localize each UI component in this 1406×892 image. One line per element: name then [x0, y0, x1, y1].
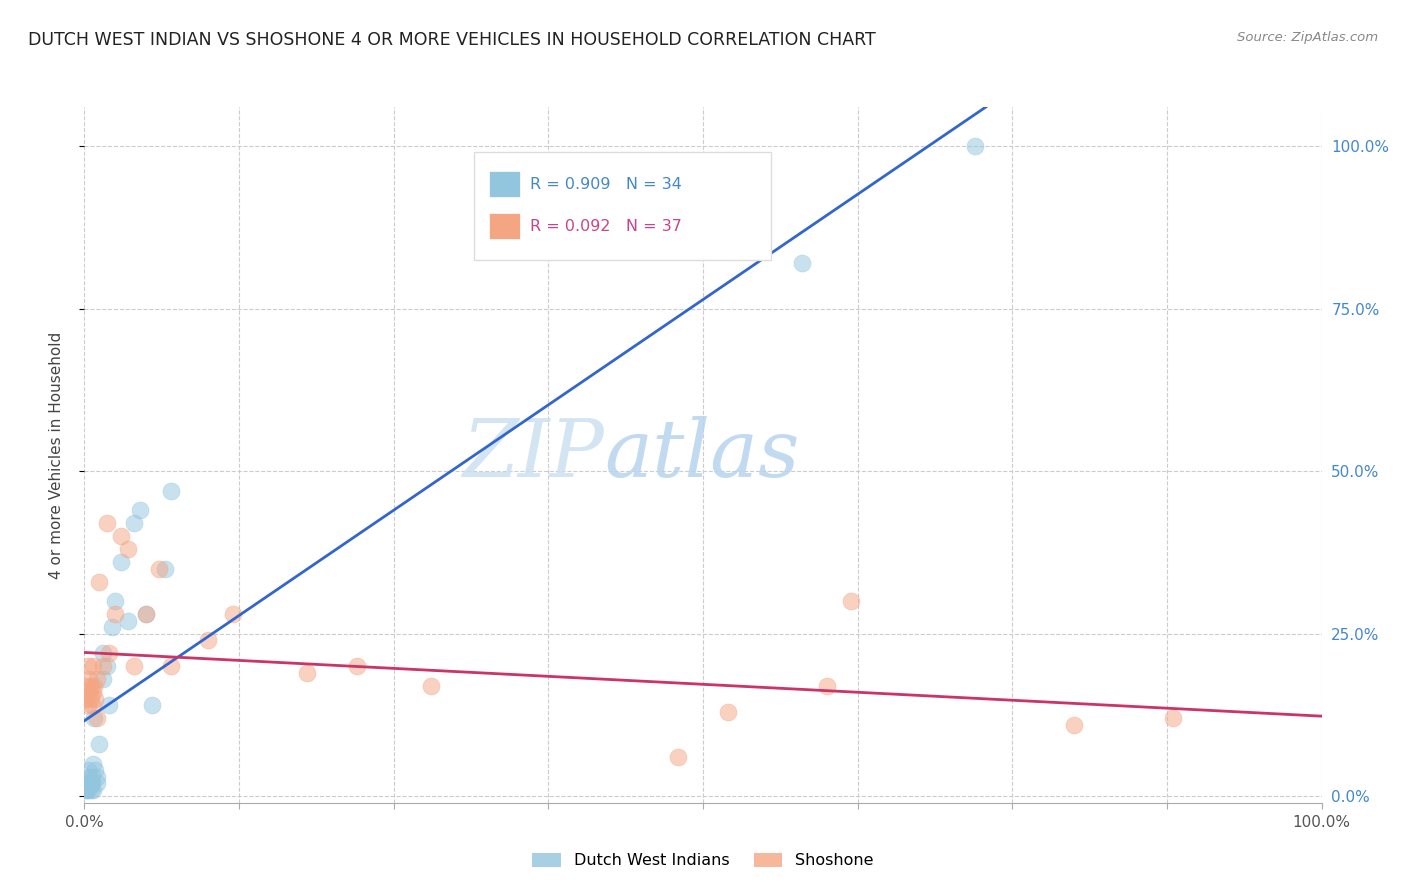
Point — [104, 607, 127, 622]
Point — [75, 782, 97, 797]
Point — [96, 516, 118, 531]
Point — [666, 750, 689, 764]
Text: R = 0.092   N = 37: R = 0.092 N = 37 — [530, 219, 682, 234]
Point — [77, 659, 100, 673]
Point — [76, 782, 98, 797]
Y-axis label: 4 or more Vehicles in Household: 4 or more Vehicles in Household — [49, 331, 63, 579]
Point — [79, 679, 101, 693]
Legend: Dutch West Indians, Shoshone: Dutch West Indians, Shoshone — [526, 847, 880, 875]
Point — [79, 770, 101, 784]
Point — [160, 483, 183, 498]
Point — [76, 679, 98, 693]
Point — [84, 764, 107, 778]
Point — [135, 607, 157, 622]
Point — [717, 705, 740, 719]
Point — [346, 659, 368, 673]
Point — [86, 776, 108, 790]
Point — [82, 756, 104, 771]
Point — [141, 698, 163, 713]
Text: ZIP: ZIP — [463, 417, 605, 493]
Point — [76, 776, 98, 790]
Point — [77, 698, 100, 713]
Point — [98, 646, 121, 660]
Point — [82, 685, 104, 699]
Point — [100, 620, 122, 634]
Point — [122, 516, 145, 531]
Point — [419, 679, 441, 693]
Point — [84, 691, 107, 706]
Point — [79, 782, 101, 797]
Point — [841, 594, 863, 608]
Text: atlas: atlas — [605, 417, 800, 493]
Point — [96, 659, 118, 673]
Point — [104, 594, 127, 608]
Point — [82, 782, 104, 797]
Point — [222, 607, 245, 622]
Point — [82, 659, 104, 673]
Point — [129, 503, 152, 517]
Point — [79, 776, 101, 790]
Point — [86, 672, 108, 686]
Point — [122, 659, 145, 673]
Point — [79, 672, 101, 686]
Point — [295, 665, 318, 680]
Point — [77, 782, 100, 797]
Point — [153, 562, 176, 576]
Text: DUTCH WEST INDIAN VS SHOSHONE 4 OR MORE VEHICLES IN HOUSEHOLD CORRELATION CHART: DUTCH WEST INDIAN VS SHOSHONE 4 OR MORE … — [28, 31, 876, 49]
Point — [135, 607, 157, 622]
Point — [110, 555, 132, 569]
Point — [91, 659, 114, 673]
Point — [815, 679, 838, 693]
Point — [117, 614, 139, 628]
Point — [79, 685, 101, 699]
Point — [86, 711, 108, 725]
Text: R = 0.909   N = 34: R = 0.909 N = 34 — [530, 177, 682, 192]
Point — [148, 562, 170, 576]
Point — [79, 691, 101, 706]
FancyBboxPatch shape — [489, 213, 520, 239]
Point — [86, 770, 108, 784]
Point — [1063, 718, 1085, 732]
Point — [79, 776, 101, 790]
Point — [197, 633, 219, 648]
Point — [80, 770, 103, 784]
Point — [965, 139, 987, 153]
Point — [160, 659, 183, 673]
Point — [89, 574, 111, 589]
Point — [89, 737, 111, 751]
Point — [83, 711, 105, 725]
Point — [83, 679, 105, 693]
FancyBboxPatch shape — [489, 171, 520, 197]
Point — [91, 646, 114, 660]
Point — [75, 691, 97, 706]
FancyBboxPatch shape — [474, 153, 770, 260]
Point — [77, 764, 100, 778]
Point — [91, 672, 114, 686]
Point — [98, 698, 121, 713]
Point — [80, 776, 103, 790]
Point — [1161, 711, 1184, 725]
Point — [80, 698, 103, 713]
Text: Source: ZipAtlas.com: Source: ZipAtlas.com — [1237, 31, 1378, 45]
Point — [117, 542, 139, 557]
Point — [790, 256, 813, 270]
Point — [110, 529, 132, 543]
